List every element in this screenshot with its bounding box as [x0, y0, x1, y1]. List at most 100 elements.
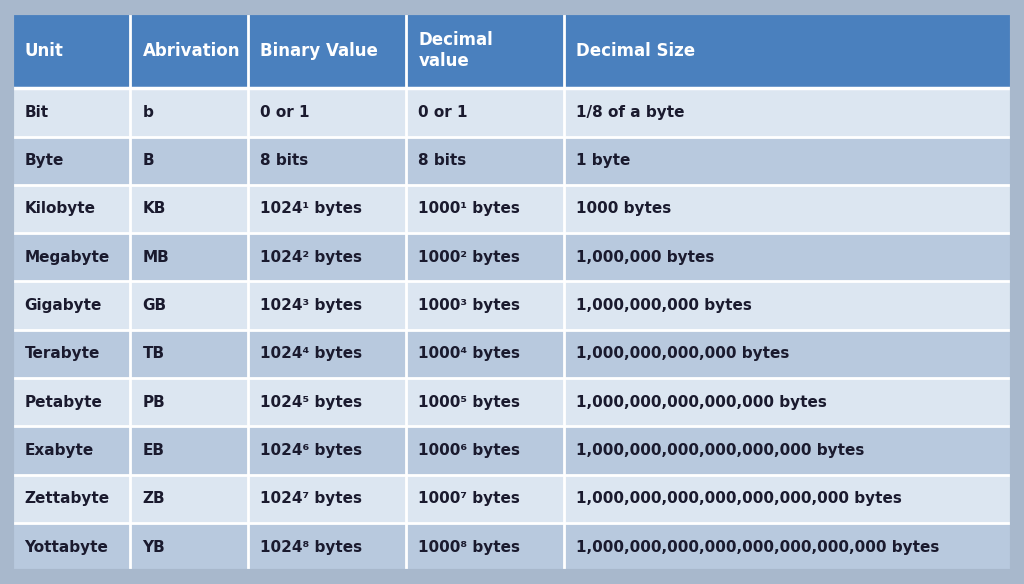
- Bar: [130, 13, 248, 88]
- Bar: [248, 13, 407, 88]
- Bar: [12, 13, 130, 88]
- Bar: [407, 475, 564, 523]
- Text: Zettabyte: Zettabyte: [25, 491, 110, 506]
- Text: 1000 bytes: 1000 bytes: [577, 201, 672, 217]
- Bar: [130, 426, 248, 475]
- Text: 1024³ bytes: 1024³ bytes: [260, 298, 362, 313]
- Bar: [130, 523, 248, 571]
- Text: YB: YB: [142, 540, 165, 554]
- Text: 8 bits: 8 bits: [260, 153, 308, 168]
- Text: 1000¹ bytes: 1000¹ bytes: [419, 201, 520, 217]
- Bar: [248, 378, 407, 426]
- Bar: [130, 475, 248, 523]
- Text: Decimal
value: Decimal value: [419, 31, 494, 70]
- Text: 1024⁴ bytes: 1024⁴ bytes: [260, 346, 362, 361]
- Text: 1024⁵ bytes: 1024⁵ bytes: [260, 395, 362, 409]
- Text: 1024⁸ bytes: 1024⁸ bytes: [260, 540, 362, 554]
- Bar: [12, 523, 130, 571]
- Text: 8 bits: 8 bits: [419, 153, 467, 168]
- Text: 1024¹ bytes: 1024¹ bytes: [260, 201, 362, 217]
- Text: Abrivation: Abrivation: [142, 41, 240, 60]
- Text: Megabyte: Megabyte: [25, 250, 110, 265]
- Bar: [564, 523, 1012, 571]
- Text: B: B: [142, 153, 155, 168]
- Bar: [407, 523, 564, 571]
- Text: 1000⁷ bytes: 1000⁷ bytes: [419, 491, 520, 506]
- Bar: [564, 330, 1012, 378]
- Text: 1000⁸ bytes: 1000⁸ bytes: [419, 540, 520, 554]
- Bar: [407, 13, 564, 88]
- Text: MB: MB: [142, 250, 169, 265]
- Bar: [130, 185, 248, 233]
- Bar: [12, 426, 130, 475]
- Text: 1000³ bytes: 1000³ bytes: [419, 298, 520, 313]
- Bar: [12, 281, 130, 330]
- Bar: [248, 233, 407, 281]
- Bar: [12, 330, 130, 378]
- Bar: [564, 137, 1012, 185]
- Text: 1000⁵ bytes: 1000⁵ bytes: [419, 395, 520, 409]
- Text: 1000² bytes: 1000² bytes: [419, 250, 520, 265]
- Text: Unit: Unit: [25, 41, 63, 60]
- Text: 1,000,000,000,000,000,000 bytes: 1,000,000,000,000,000,000 bytes: [577, 443, 864, 458]
- Text: Binary Value: Binary Value: [260, 41, 378, 60]
- Bar: [248, 137, 407, 185]
- Text: b: b: [142, 105, 154, 120]
- Text: 1/8 of a byte: 1/8 of a byte: [577, 105, 685, 120]
- Bar: [564, 13, 1012, 88]
- Bar: [564, 185, 1012, 233]
- Text: 1000⁶ bytes: 1000⁶ bytes: [419, 443, 520, 458]
- Text: Gigabyte: Gigabyte: [25, 298, 102, 313]
- Bar: [564, 233, 1012, 281]
- Text: EB: EB: [142, 443, 165, 458]
- Text: Terabyte: Terabyte: [25, 346, 100, 361]
- Bar: [130, 233, 248, 281]
- Bar: [248, 88, 407, 137]
- Bar: [130, 88, 248, 137]
- Bar: [248, 281, 407, 330]
- Text: 1,000,000 bytes: 1,000,000 bytes: [577, 250, 715, 265]
- Text: 1000⁴ bytes: 1000⁴ bytes: [419, 346, 520, 361]
- Text: Petabyte: Petabyte: [25, 395, 102, 409]
- Bar: [12, 185, 130, 233]
- Text: Yottabyte: Yottabyte: [25, 540, 109, 554]
- Bar: [12, 88, 130, 137]
- Text: Kilobyte: Kilobyte: [25, 201, 95, 217]
- Text: PB: PB: [142, 395, 165, 409]
- Text: 0 or 1: 0 or 1: [260, 105, 310, 120]
- Text: KB: KB: [142, 201, 166, 217]
- Bar: [248, 475, 407, 523]
- Bar: [564, 475, 1012, 523]
- Bar: [248, 330, 407, 378]
- Text: 1,000,000,000,000 bytes: 1,000,000,000,000 bytes: [577, 346, 790, 361]
- Bar: [130, 330, 248, 378]
- Bar: [407, 426, 564, 475]
- Bar: [564, 281, 1012, 330]
- Text: 1024² bytes: 1024² bytes: [260, 250, 362, 265]
- Text: 1,000,000,000 bytes: 1,000,000,000 bytes: [577, 298, 753, 313]
- Text: 1024⁶ bytes: 1024⁶ bytes: [260, 443, 362, 458]
- Bar: [130, 378, 248, 426]
- Bar: [248, 426, 407, 475]
- Text: 1024⁷ bytes: 1024⁷ bytes: [260, 491, 362, 506]
- Text: 0 or 1: 0 or 1: [419, 105, 468, 120]
- Text: 1,000,000,000,000,000,000,000 bytes: 1,000,000,000,000,000,000,000 bytes: [577, 491, 902, 506]
- Bar: [564, 426, 1012, 475]
- Bar: [130, 137, 248, 185]
- Bar: [407, 281, 564, 330]
- Bar: [407, 185, 564, 233]
- Bar: [407, 233, 564, 281]
- Text: Byte: Byte: [25, 153, 63, 168]
- Text: 1 byte: 1 byte: [577, 153, 631, 168]
- Bar: [12, 378, 130, 426]
- Bar: [407, 378, 564, 426]
- Text: 1,000,000,000,000,000,000,000,000 bytes: 1,000,000,000,000,000,000,000,000 bytes: [577, 540, 940, 554]
- Text: GB: GB: [142, 298, 167, 313]
- Bar: [12, 233, 130, 281]
- Bar: [564, 378, 1012, 426]
- Text: Exabyte: Exabyte: [25, 443, 94, 458]
- Bar: [248, 185, 407, 233]
- Bar: [12, 137, 130, 185]
- Text: 1,000,000,000,000,000 bytes: 1,000,000,000,000,000 bytes: [577, 395, 827, 409]
- Text: Bit: Bit: [25, 105, 49, 120]
